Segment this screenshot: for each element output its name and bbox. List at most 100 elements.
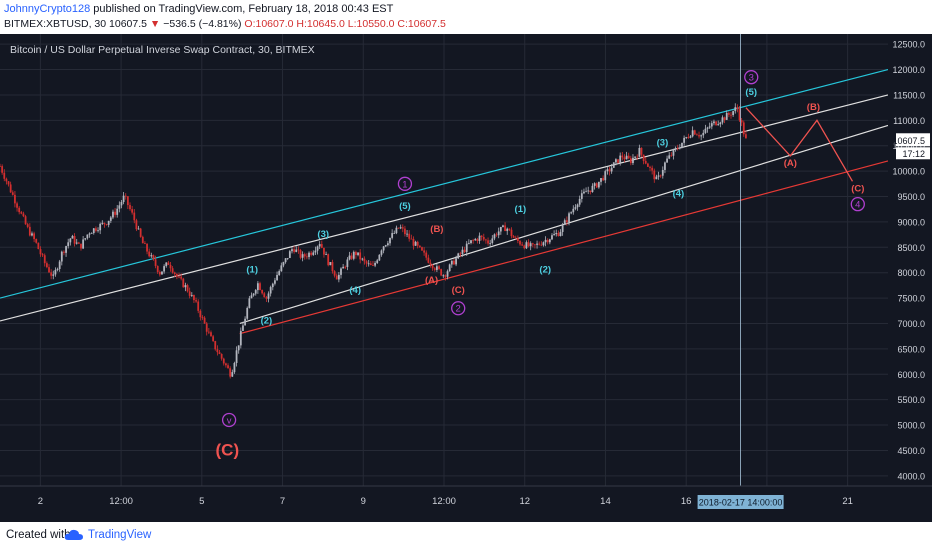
candle-body [578,198,581,205]
candle-body [593,183,596,186]
candle-body [284,258,287,263]
candle-body [267,293,270,299]
candle-body [293,249,296,252]
candle-body [615,159,617,163]
time-tick-label: 12:00 [109,496,133,507]
candle-body [82,239,85,249]
candle-body [291,249,293,252]
candle-body [391,233,394,238]
candle-body [0,166,1,167]
candle-body [668,155,671,159]
candle-body [56,268,59,270]
price-tick-label: 7500.0 [897,294,925,304]
candle-body [369,263,372,266]
candle-body [561,224,564,232]
candle-body [529,243,532,247]
candle-body [478,235,481,241]
candle-body [22,213,25,217]
candle-body [95,228,97,231]
candle-body [704,128,707,133]
candle-body [156,265,159,272]
candle-body [585,191,587,193]
candle-body [738,109,741,121]
candle-body [152,255,155,260]
low-value: L:10550.0 [347,18,395,30]
candle-body [190,295,193,296]
candle-body [80,243,82,249]
candle-body [90,233,93,234]
last-price-label: 10607.5 [892,136,925,146]
candle-body [480,235,483,238]
candle-body [225,363,227,366]
candle-body [563,220,566,225]
candle-body [346,259,349,267]
candle-body [670,155,673,157]
candle-body [163,266,166,272]
candle-body [689,136,692,138]
candle-body [574,207,577,209]
candle-body [335,275,338,280]
high-value: H:10645.0 [296,18,345,30]
candle-body [623,157,626,160]
candle-body [740,120,743,123]
candle-body [725,112,728,120]
candle-body [527,242,530,247]
candle-body [120,201,123,206]
candle-body [570,212,573,214]
candle-body [256,283,259,291]
candle-body [11,192,14,195]
candle-body [706,127,709,129]
candle-body [58,261,61,269]
price-tick-label: 12000.0 [892,65,925,75]
candle-body [696,134,698,136]
wave-label: (1) [246,265,258,276]
wave-label: (A) [784,158,797,169]
price-tick-label: 8500.0 [897,243,925,253]
price-tick-label: 6000.0 [897,370,925,380]
candle-body [227,365,229,369]
chart-area[interactable]: Bitcoin / US Dollar Perpetual Inverse Sw… [0,34,932,522]
candle-body [18,207,21,213]
time-tick-label: 12 [519,496,530,507]
candle-body [331,262,334,272]
candle-body [137,228,140,230]
candle-body [129,205,131,210]
price-tick-label: 9000.0 [897,217,925,227]
candle-body [169,264,172,269]
circled-wave-ring [744,70,759,85]
candle-body [465,243,468,252]
author-link[interactable]: JohnnyCrypto128 [4,3,91,15]
candle-body [182,278,185,288]
price-tick-label: 7000.0 [897,319,925,329]
candle-body [316,246,319,251]
tradingview-brand[interactable]: TradingView [88,529,152,541]
candle-body [683,137,686,143]
candle-body [203,317,206,324]
candle-body [638,147,641,157]
candle-body [674,148,677,150]
candle-body [540,244,543,246]
candle-body [555,232,558,235]
candle-body [406,233,408,235]
candle-body [124,195,127,197]
candle-body [218,352,221,354]
candle-body [657,175,660,177]
candle-body [732,111,735,116]
candle-body [107,220,110,225]
time-axis-background [0,486,932,522]
down-arrow-icon: ▼ [149,18,161,30]
candle-body [265,297,268,299]
candle-body [286,257,289,259]
candle-body [565,220,568,223]
wave-label: (4) [673,189,685,200]
candle-body [318,244,321,247]
price-chart[interactable]: Bitcoin / US Dollar Perpetual Inverse Sw… [0,34,932,522]
candle-body [544,239,547,243]
channel-line [0,68,889,299]
footer: Created with TradingView [0,522,932,550]
publish-line: JohnnyCrypto128 published on TradingView… [4,3,393,15]
candle-body [512,236,515,238]
candle-body [20,212,23,214]
candle-body [610,167,613,172]
candle-body [105,224,108,225]
